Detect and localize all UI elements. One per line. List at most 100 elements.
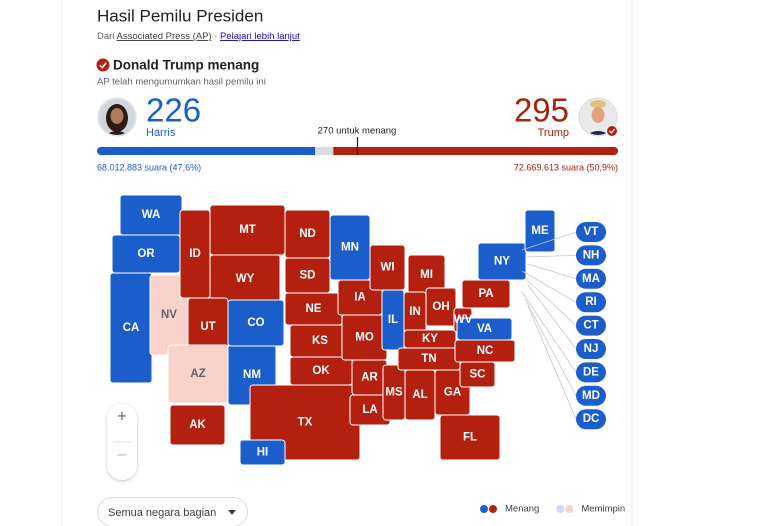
legend: Menang Memimpin <box>480 504 625 515</box>
state-label: IA <box>354 292 366 304</box>
state-label: NC <box>477 345 494 357</box>
state-pill[interactable] <box>576 222 606 242</box>
state-pill[interactable] <box>576 362 606 383</box>
learn-more-link[interactable]: Pelajari lebih lanjut <box>220 31 300 42</box>
state-label: OR <box>137 248 155 260</box>
state-label: WA <box>142 209 161 221</box>
source-line: Dari Associated Press (AP) · Pelajari le… <box>97 31 300 42</box>
state-label: HI <box>257 447 269 459</box>
bar-segment <box>333 147 618 155</box>
winner-text: Donald Trump menang <box>113 58 259 73</box>
state-label: ID <box>189 248 201 260</box>
state-label: KS <box>312 335 328 347</box>
state-pill-label: MA <box>582 273 600 285</box>
dropdown[interactable] <box>97 497 248 526</box>
state-pill[interactable] <box>576 245 606 266</box>
zoom-out[interactable]: − <box>117 445 127 464</box>
state-pill[interactable] <box>576 292 606 313</box>
state-pill-label: RI <box>585 296 597 308</box>
legend-swatch <box>556 505 565 513</box>
state-label: UT <box>200 321 215 333</box>
state[interactable] <box>227 299 285 347</box>
state-pill-label: DC <box>583 413 600 425</box>
state-label: WV <box>454 314 473 326</box>
state-pill[interactable] <box>576 339 606 359</box>
page-title: Hasil Pemilu Presiden <box>97 6 263 25</box>
state-pill-label: MD <box>582 390 600 402</box>
state-label: OK <box>312 365 330 377</box>
leader-line <box>527 284 577 350</box>
leader-line <box>524 277 577 326</box>
state-label: MT <box>239 224 256 236</box>
state-pill[interactable] <box>576 385 606 406</box>
state-label: FL <box>463 432 477 444</box>
candidate-name: Harris <box>146 127 176 139</box>
state-label: MI <box>420 269 433 281</box>
candidate-name: Trump <box>538 127 569 139</box>
legend-swatch <box>480 505 488 513</box>
state-label: VA <box>477 323 492 335</box>
state-label: MN <box>341 242 359 254</box>
state-pill[interactable] <box>576 268 606 289</box>
state-label: ND <box>299 228 316 240</box>
state-label: MS <box>385 387 403 399</box>
state-label: ME <box>531 225 549 237</box>
state-pill[interactable] <box>576 409 606 430</box>
state-label: NV <box>161 309 177 321</box>
us-map[interactable]: WA OR CA NV ID MT WY UT AZ NM CO ND SD NE KS OK TX MN IA MO… <box>109 194 556 466</box>
state-label: WY <box>236 273 255 285</box>
state-label: AR <box>361 372 378 384</box>
leader-line <box>527 263 577 280</box>
state-label: OH <box>432 301 449 313</box>
state-label: MO <box>355 332 374 344</box>
state-label: NM <box>243 369 261 381</box>
leader-line <box>521 291 577 373</box>
bar-segment <box>97 147 316 155</box>
state-label: AL <box>412 389 427 401</box>
state-label: LA <box>362 404 377 416</box>
legend-label: Menang <box>505 504 539 515</box>
state-pill-label: CT <box>583 320 598 332</box>
state-label: KY <box>422 333 438 345</box>
state-label: WI <box>380 262 394 274</box>
zoom-control: + − <box>107 404 137 480</box>
zoom-in[interactable]: + <box>117 406 127 425</box>
result-note: AP telah mengumumkan hasil pemilu ini <box>97 77 266 88</box>
state-label: AZ <box>190 368 205 380</box>
source-link[interactable]: Associated Press (AP) <box>117 31 212 42</box>
legend-swatch <box>565 505 574 513</box>
popular-vote: 72.669.613 suara (50,9%) <box>514 162 618 172</box>
state-label: GA <box>444 387 461 399</box>
state[interactable] <box>477 242 527 281</box>
state-label: IL <box>388 314 398 326</box>
state-label: CA <box>123 322 140 334</box>
state[interactable] <box>459 361 496 388</box>
state-label: NE <box>306 303 322 315</box>
state-pill-label: VT <box>584 226 599 238</box>
leader-line <box>521 231 577 251</box>
state-label: NY <box>494 256 510 268</box>
leader-line <box>521 270 577 303</box>
electoral-votes: 226 <box>146 92 201 129</box>
state[interactable] <box>439 414 501 461</box>
legend-label: Memimpin <box>581 504 625 515</box>
state-label: AK <box>189 419 206 431</box>
progress-bar <box>97 137 618 155</box>
state-label: TX <box>298 417 313 429</box>
dropdown-label: Semua negara bagian <box>108 507 216 519</box>
leader-line <box>524 298 577 396</box>
state[interactable] <box>169 404 226 446</box>
state-label: CO <box>247 317 264 329</box>
state-label: TN <box>421 353 436 365</box>
state-label: PA <box>478 288 493 300</box>
state[interactable] <box>425 287 457 327</box>
separator: · <box>214 31 217 42</box>
state[interactable] <box>239 439 286 466</box>
state-pill[interactable] <box>576 315 606 336</box>
check-mark <box>99 62 107 69</box>
small-states: VT NH MA RI CT NJ DE MD DC <box>521 222 606 430</box>
state-filter[interactable]: Semua negara bagian <box>97 497 248 526</box>
popular-vote: 68.012.883 suara (47,6%) <box>97 162 201 172</box>
state-label: SD <box>300 270 316 282</box>
